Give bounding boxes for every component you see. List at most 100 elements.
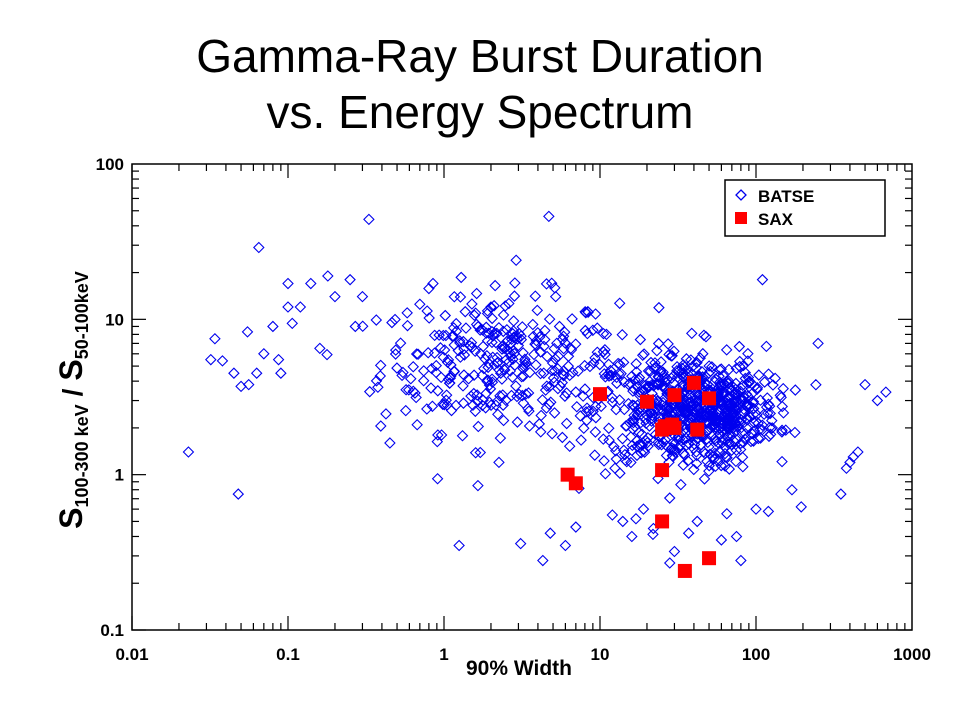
batse-cloud-marker	[602, 368, 615, 380]
batse-cloud-marker	[611, 377, 623, 390]
batse-cloud-marker	[718, 388, 730, 401]
batse-cloud-marker	[595, 400, 607, 413]
batse-cloud-marker	[579, 383, 591, 395]
batse-point	[209, 332, 221, 345]
batse-point	[682, 527, 695, 539]
batse-point	[543, 210, 555, 223]
y-label-sub2: 50-100keV	[72, 271, 92, 359]
batse-cloud-marker	[444, 372, 457, 384]
batse-cloud-marker	[423, 282, 435, 295]
batse-cloud-marker	[445, 359, 457, 371]
batse-cloud-marker	[668, 345, 680, 358]
batse-cloud-marker	[497, 309, 510, 321]
batse-point	[384, 437, 396, 449]
batse-point	[344, 273, 356, 286]
batse-cloud-marker	[547, 372, 560, 384]
batse-cloud-marker	[374, 359, 387, 372]
batse-cloud-marker	[556, 333, 569, 345]
batse-cloud-marker	[750, 415, 762, 428]
batse-cloud-marker	[642, 432, 654, 444]
batse-point	[414, 298, 426, 311]
batse-cloud-marker	[753, 369, 765, 381]
batse-cloud-marker	[622, 378, 635, 391]
batse-cloud-marker	[431, 472, 444, 485]
batse-cloud-marker	[372, 381, 384, 394]
batse-cloud-marker	[690, 387, 703, 400]
batse-cloud-marker	[439, 309, 452, 322]
batse-cloud-marker	[769, 372, 781, 385]
batse-cloud-marker	[751, 383, 763, 396]
batse-cloud-marker	[730, 455, 742, 468]
batse-cloud-marker	[441, 399, 453, 411]
batse-cloud-marker	[450, 325, 463, 337]
batse-cloud-marker	[370, 375, 383, 387]
batse-cloud-marker	[582, 405, 595, 418]
batse-cloud-marker	[450, 317, 462, 330]
batse-point	[485, 301, 497, 313]
batse-cloud-marker	[712, 455, 724, 467]
batse-cloud-marker	[397, 366, 409, 379]
batse-cloud-marker	[675, 478, 687, 491]
batse-point	[275, 367, 287, 379]
batse-cloud-marker	[647, 528, 659, 541]
batse-cloud-marker	[652, 337, 665, 350]
batse-cloud-marker	[741, 423, 754, 435]
batse-cloud-marker	[719, 407, 732, 420]
batse-cloud-marker	[612, 367, 625, 380]
batse-cloud-marker	[714, 364, 726, 376]
batse-cloud-marker	[741, 398, 754, 411]
batse-cloud-marker	[680, 353, 693, 365]
batse-cloud-marker	[747, 395, 760, 408]
batse-cloud-marker	[751, 382, 764, 394]
batse-point	[835, 488, 847, 500]
batse-cloud-marker	[454, 351, 467, 363]
batse-cloud-marker	[680, 439, 693, 452]
batse-cloud-marker	[497, 325, 510, 338]
batse-cloud-marker	[597, 433, 610, 445]
batse-point	[691, 515, 704, 528]
batse-cloud-marker	[462, 372, 475, 385]
batse-cloud-marker	[454, 291, 467, 303]
batse-cloud-marker	[764, 428, 777, 441]
sax-point	[655, 514, 670, 529]
batse-cloud-marker	[655, 438, 668, 451]
batse-cloud-marker	[631, 440, 643, 453]
batse-cloud-marker	[654, 366, 666, 379]
batse-cloud-marker	[620, 420, 633, 432]
batse-cloud-marker	[537, 367, 550, 379]
batse-cloud-marker	[709, 447, 721, 460]
batse-cloud-marker	[421, 305, 433, 317]
batse-point	[493, 456, 505, 469]
batse-cloud-marker	[501, 323, 513, 336]
batse-cloud-marker	[563, 440, 576, 452]
batse-point	[852, 446, 864, 458]
batse-cloud-marker	[405, 372, 417, 385]
batse-cloud-marker	[510, 330, 523, 342]
batse-cloud-marker	[437, 329, 450, 342]
batse-cloud-marker	[727, 435, 740, 447]
batse-cloud-marker	[425, 382, 437, 394]
batse-cloud-marker	[435, 371, 447, 384]
batse-cloud-marker	[690, 446, 703, 458]
batse-cloud-marker	[700, 330, 712, 343]
batse-cloud-marker	[557, 330, 570, 343]
batse-point	[322, 270, 334, 282]
batse-cloud-marker	[560, 387, 573, 399]
legend-box	[724, 179, 886, 237]
batse-cloud-marker	[582, 306, 594, 319]
batse-cloud-marker	[411, 419, 423, 431]
batse-cloud-marker	[668, 443, 680, 455]
batse-cloud-marker	[464, 340, 476, 352]
batse-cloud-marker	[476, 324, 489, 336]
batse-point	[305, 277, 317, 290]
batse-cloud-marker	[686, 360, 699, 373]
batse-cloud-marker	[470, 287, 483, 300]
batse-cloud-marker	[642, 365, 655, 377]
batse-cloud-marker	[522, 387, 535, 399]
batse-cloud-marker	[543, 313, 556, 325]
batse-point	[228, 367, 240, 379]
sax-point	[702, 391, 717, 406]
batse-cloud-marker	[625, 431, 637, 443]
batse-cloud-marker	[498, 363, 510, 376]
